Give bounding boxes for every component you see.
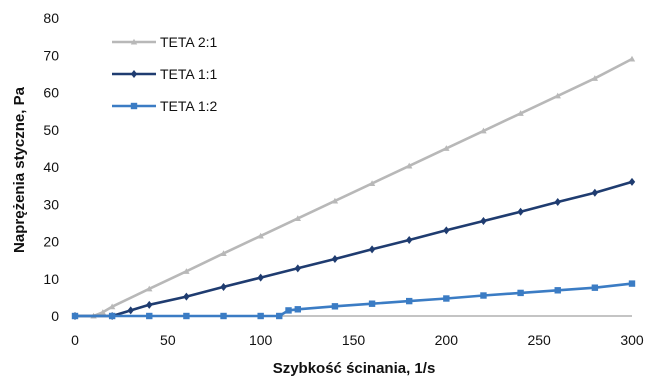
legend: TETA 2:1 TETA 1:1 TETA 1:2 [112, 34, 218, 114]
data-point [294, 215, 301, 221]
y-tick-label: 30 [43, 196, 59, 212]
x-tick-label: 0 [71, 332, 79, 348]
y-tick-label: 70 [43, 47, 59, 63]
data-point [517, 207, 524, 216]
series-3 [71, 280, 636, 320]
x-axis-title: Szybkość ścinania, 1/s [273, 360, 436, 377]
data-point [99, 309, 107, 315]
y-tick-label: 10 [43, 271, 59, 287]
data-point [406, 236, 413, 245]
x-tick-label: 200 [435, 332, 459, 348]
y-axis-title: Naprężenia styczne, Pa [11, 86, 28, 253]
data-point [108, 303, 116, 310]
data-point [331, 197, 339, 204]
data-point [331, 255, 339, 264]
data-point [517, 110, 524, 116]
legend-label: TETA 2:1 [160, 34, 218, 50]
x-tick-label: 50 [160, 332, 176, 348]
data-point [108, 312, 116, 320]
legend-marker [130, 38, 138, 45]
data-point [591, 284, 599, 291]
y-tick-label: 20 [43, 234, 59, 250]
data-point [480, 292, 487, 299]
data-point [220, 250, 227, 256]
data-point [285, 307, 292, 314]
series-1 [71, 55, 636, 319]
data-point [71, 312, 79, 320]
data-point [257, 273, 264, 282]
data-point [220, 282, 227, 291]
data-point [480, 217, 487, 226]
data-point [331, 303, 339, 310]
legend-marker [130, 102, 138, 110]
legend-marker [130, 70, 138, 78]
data-point [554, 198, 561, 207]
series-2 [71, 177, 636, 320]
data-point [220, 312, 227, 320]
tick-labels: 0 50 100 150 200 250 300 0 10 20 30 40 50 60 70 80 [43, 10, 643, 348]
legend-label: TETA 1:1 [160, 66, 218, 82]
series-lines [71, 55, 636, 320]
data-point [368, 180, 376, 186]
data-point [517, 289, 524, 297]
series-line [73, 282, 634, 318]
data-point [294, 306, 301, 313]
legend-item: TETA 1:1 [112, 66, 218, 82]
data-point [443, 145, 450, 151]
data-point [276, 312, 283, 320]
x-tick-label: 300 [620, 332, 644, 348]
data-point [480, 127, 487, 134]
legend-item: TETA 1:2 [112, 98, 218, 114]
x-tick-label: 150 [342, 332, 366, 348]
data-point [257, 232, 264, 239]
data-point [554, 287, 561, 294]
y-tick-label: 80 [43, 10, 59, 26]
data-point [368, 245, 376, 254]
y-tick-label: 40 [43, 159, 59, 175]
series-line [73, 180, 634, 318]
data-point [368, 300, 376, 307]
legend-label: TETA 1:2 [160, 98, 218, 114]
data-point [146, 285, 153, 292]
data-point [406, 297, 413, 305]
x-tick-label: 100 [249, 332, 273, 348]
y-tick-label: 0 [51, 308, 59, 324]
data-point [443, 295, 450, 302]
data-point [443, 226, 450, 235]
series-line [73, 57, 634, 318]
data-point [257, 312, 264, 320]
data-point [183, 292, 190, 301]
data-point [146, 300, 153, 309]
data-point [628, 55, 636, 62]
data-point [127, 306, 134, 315]
data-point [554, 92, 561, 99]
y-tick-label: 50 [43, 122, 59, 138]
data-point [406, 162, 413, 169]
data-point [146, 312, 153, 320]
x-tick-label: 250 [527, 332, 551, 348]
data-point [628, 280, 636, 287]
y-tick-label: 60 [43, 85, 59, 101]
data-point [591, 75, 599, 81]
legend-item: TETA 2:1 [112, 34, 218, 50]
data-point [183, 312, 190, 320]
data-point [628, 177, 636, 186]
data-point [591, 188, 599, 197]
data-point [183, 268, 190, 274]
data-point [294, 264, 301, 273]
